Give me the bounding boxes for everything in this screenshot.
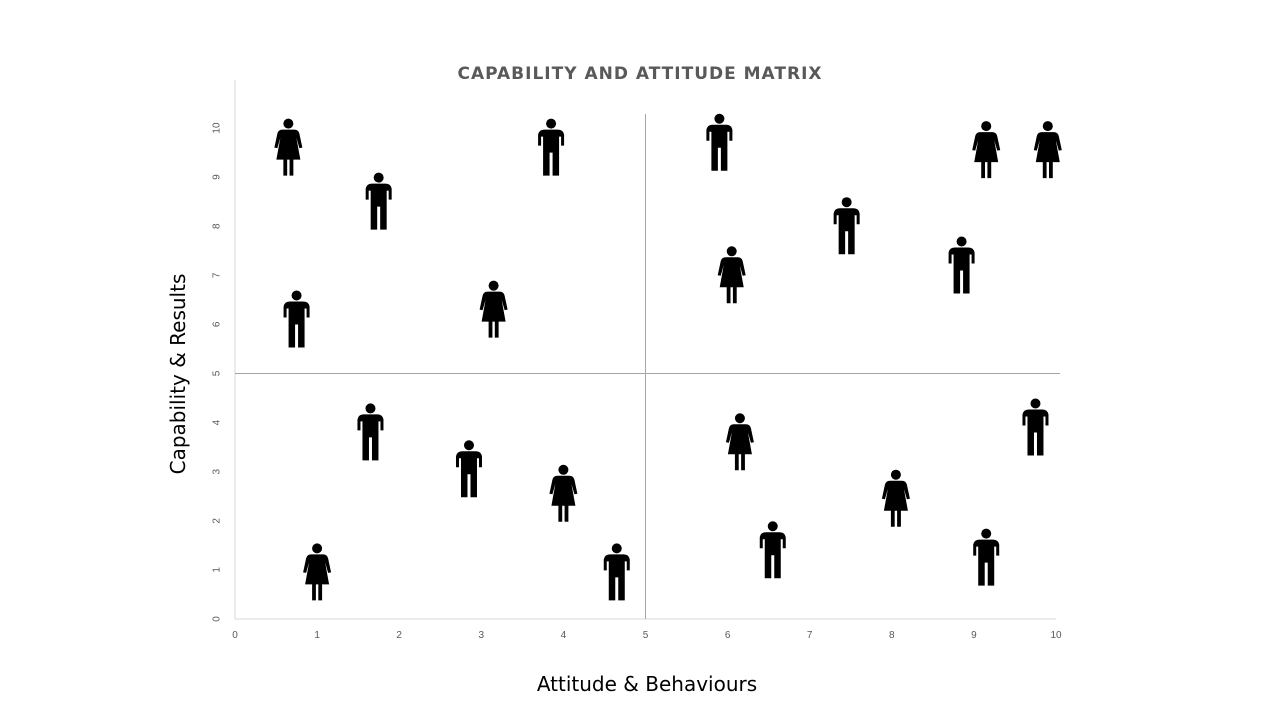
person-head: [956, 236, 967, 247]
person-head: [981, 121, 992, 132]
female-person-icon: [881, 469, 910, 527]
person-head: [1030, 398, 1041, 409]
y-tick-label: 5: [212, 370, 223, 376]
person-head: [283, 118, 294, 129]
x-tick-label: 7: [807, 630, 813, 641]
x-tick-label: 5: [643, 630, 649, 641]
person-head: [841, 197, 852, 208]
x-tick-label: 2: [396, 630, 402, 641]
person-head: [1042, 121, 1053, 132]
person-head: [734, 413, 745, 424]
person-body: [365, 183, 392, 230]
male-person-icon: [365, 172, 392, 230]
person-head: [546, 118, 557, 129]
person-body: [549, 475, 578, 522]
person-body: [717, 257, 746, 304]
y-tick-label: 4: [212, 419, 223, 425]
female-person-icon: [549, 464, 578, 522]
person-head: [611, 543, 622, 554]
male-person-icon: [973, 528, 1000, 586]
person-head: [714, 113, 725, 124]
male-person-icon: [948, 236, 975, 294]
female-person-icon: [972, 121, 1001, 179]
x-tick-label: 9: [971, 630, 977, 641]
male-person-icon: [706, 113, 733, 171]
person-body: [538, 129, 565, 176]
person-body: [759, 532, 786, 579]
male-person-icon: [538, 118, 565, 176]
person-head: [312, 543, 323, 554]
person-body: [479, 291, 508, 338]
person-body: [603, 554, 630, 601]
x-tick-label: 1: [314, 630, 320, 641]
x-tick-label: 3: [479, 630, 485, 641]
y-tick-label: 3: [212, 468, 223, 474]
female-person-icon: [725, 413, 754, 471]
x-tick-label: 8: [889, 630, 895, 641]
person-head: [365, 403, 376, 414]
person-body: [274, 129, 303, 176]
y-tick-label: 7: [212, 272, 223, 278]
person-body: [725, 424, 754, 471]
person-head: [726, 246, 737, 257]
person-body: [706, 124, 733, 171]
y-tick-label: 8: [212, 223, 223, 229]
person-body: [303, 554, 332, 601]
female-person-icon: [479, 280, 508, 338]
x-tick-label: 6: [725, 630, 731, 641]
x-tick-label: 10: [1050, 630, 1062, 641]
female-person-icon: [717, 246, 746, 304]
x-axis-title: Attitude & Behaviours: [536, 672, 758, 696]
person-head: [767, 521, 778, 532]
person-head: [890, 469, 901, 480]
female-person-icon: [274, 118, 303, 176]
data-points: [274, 113, 1062, 601]
person-head: [373, 172, 384, 183]
male-person-icon: [603, 543, 630, 601]
person-body: [1022, 409, 1049, 456]
male-person-icon: [1022, 398, 1049, 456]
person-head: [291, 290, 302, 301]
y-tick-label: 1: [212, 567, 223, 573]
male-person-icon: [283, 290, 310, 348]
male-person-icon: [759, 521, 786, 579]
y-tick-label: 0: [212, 616, 223, 622]
y-tick-label: 10: [212, 122, 223, 134]
male-person-icon: [455, 440, 482, 498]
person-body: [357, 414, 384, 461]
x-tick-label: 0: [232, 630, 238, 641]
person-body: [973, 539, 1000, 586]
person-head: [488, 280, 499, 291]
person-body: [283, 301, 310, 348]
person-body: [972, 132, 1001, 179]
person-head: [558, 464, 569, 475]
y-tick-label: 2: [212, 518, 223, 524]
person-head: [463, 440, 474, 451]
female-person-icon: [303, 543, 332, 601]
person-head: [981, 528, 992, 539]
person-body: [948, 247, 975, 294]
x-tick-label: 4: [561, 630, 567, 641]
person-body: [881, 480, 910, 527]
female-person-icon: [1033, 121, 1062, 179]
chart-title: CAPABILITY AND ATTITUDE MATRIX: [457, 64, 823, 84]
y-tick-label: 9: [212, 174, 223, 180]
male-person-icon: [833, 197, 860, 255]
y-tick-label: 6: [212, 321, 223, 327]
male-person-icon: [357, 403, 384, 461]
tick-labels: 0 1 2 3 4 5 6 7 8 9 10 0 1 2 3 4 5 6 7 8 9 10: [212, 122, 1062, 641]
person-body: [1033, 132, 1062, 179]
y-axis-title: Capability & Results: [166, 273, 190, 475]
person-body: [455, 451, 482, 498]
person-body: [833, 208, 860, 255]
quadrant-dividers: [235, 114, 1060, 619]
